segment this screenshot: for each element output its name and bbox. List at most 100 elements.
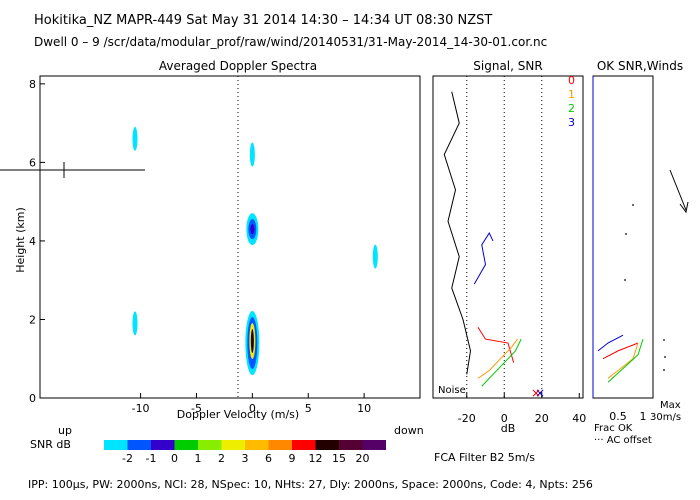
frac-ok-label: Frac OK: [594, 423, 633, 434]
snr-xticks: -20 0 20 40: [458, 393, 586, 425]
colorbar-label-0: -2: [122, 452, 133, 465]
snr-title: Signal, SNR: [473, 59, 542, 73]
channel-3-marker: ×: [535, 386, 545, 400]
wind-dot-0: [625, 233, 627, 235]
wind-dot-5: [664, 356, 666, 358]
snr-colorbar: -2 -1 0 1 2 3 6 9 12 15 20: [104, 440, 386, 465]
snr-series-2: [481, 338, 522, 387]
xtick-label-1: -5: [191, 402, 202, 415]
colorbar-swatch-3: [174, 440, 198, 450]
snr-frame: [432, 75, 584, 399]
colorbar-swatch-9: [315, 440, 339, 450]
colorbar-swatch-6: [245, 440, 269, 450]
channel-0-marker: ×: [531, 386, 541, 400]
colorbar-label-6: 6: [265, 452, 272, 465]
wind-dot-2: [632, 204, 634, 206]
winds-frame: [592, 75, 654, 399]
wind-dot-4: [663, 369, 665, 371]
up-label: up: [58, 424, 72, 437]
colorbar-swatch-5: [221, 440, 245, 450]
colorbar-swatch-10: [339, 440, 363, 450]
winds-series-1: [607, 342, 639, 379]
colorbar-label-3: 1: [195, 452, 202, 465]
colorbar-label-7: 9: [289, 452, 296, 465]
colorbar-swatch-0: [104, 440, 128, 450]
ytick-label-1: 2: [29, 313, 36, 326]
colorbar-swatch-4: [198, 440, 222, 450]
winds-xtick-label-0: 0.5: [609, 410, 627, 423]
spectra-frame: [39, 75, 421, 399]
xtick-label-4: 10: [357, 402, 371, 415]
echo-5: [372, 244, 378, 269]
legend-channel-0: 0: [568, 74, 575, 87]
snr-xtick-label-0: -20: [458, 412, 476, 425]
snr-label: SNR dB: [30, 438, 71, 451]
snr-series: [443, 91, 522, 387]
snr-guides: [466, 76, 543, 398]
xtick-label-3: 5: [305, 402, 312, 415]
spectra-ylabel: Height (km): [14, 207, 27, 273]
filter-label: FCA Filter B2 5m/s: [434, 451, 535, 464]
snr-series-1: [477, 338, 518, 379]
header-line1: Hokitika_NZ MAPR-449 Sat May 31 2014 14:…: [34, 13, 492, 28]
echo-3: [132, 126, 138, 151]
ac-offset-label: ··· AC offset: [594, 435, 652, 446]
ytick-label-2: 4: [29, 235, 36, 248]
xtick-label-0: -10: [132, 402, 150, 415]
echo-4: [132, 311, 138, 336]
spectra-xlabel: Doppler Velocity (m/s): [177, 408, 299, 421]
noise-label: Noise: [438, 385, 466, 396]
spectra-title: Averaged Doppler Spectra: [159, 59, 317, 73]
max-label: Max: [660, 400, 681, 411]
max-speed-label: 30m/s: [650, 412, 681, 423]
snr-xtick-label-1: 0: [501, 412, 508, 425]
colorbar-label-2: 0: [171, 452, 178, 465]
colorbar-label-5: 3: [242, 452, 249, 465]
snr-xlabel: dB: [501, 422, 516, 435]
wind-arrow-shaft: [669, 169, 687, 211]
colorbar-label-4: 2: [218, 452, 225, 465]
colorbar-label-1: -1: [146, 452, 157, 465]
winds-series-0: [602, 342, 639, 360]
spectra-xticks: -10 -5 0 5 10: [132, 393, 371, 415]
colorbar-swatch-2: [151, 440, 175, 450]
legend-channel-3: 3: [568, 116, 575, 129]
snr-series-3: [473, 232, 494, 285]
radar-parameters: IPP: 100μs, PW: 2000ns, NCI: 28, NSpec: …: [28, 478, 593, 491]
winds-xticks: 0.5 1: [609, 410, 646, 423]
winds-series-2: [607, 338, 644, 383]
colorbar-swatch-7: [268, 440, 292, 450]
colorbar-swatch-11: [362, 440, 386, 450]
colorbar-label-8: 12: [309, 452, 323, 465]
wind-dot-3: [663, 339, 665, 341]
spectra-yticks: 0 2 4 6 8: [29, 78, 45, 405]
winds-title: OK SNR,Winds: [597, 59, 683, 73]
legend-channel-1: 1: [568, 88, 575, 101]
winds-xtick-label-1: 1: [640, 410, 647, 423]
winds-series-3: [597, 334, 624, 352]
colorbar-label-10: 20: [356, 452, 370, 465]
snr-series-0: [477, 327, 515, 363]
echo-peak-0: [250, 329, 254, 354]
spectra-echoes: [132, 126, 378, 376]
ytick-label-0: 0: [29, 392, 36, 405]
colorbar-label-9: 15: [332, 452, 346, 465]
colorbar-swatch-1: [127, 440, 151, 450]
winds-series: [592, 76, 644, 398]
echo-core-1: [250, 224, 255, 235]
echo-2: [249, 142, 255, 167]
legend-channel-2: 2: [568, 102, 575, 115]
ytick-label-4: 8: [29, 78, 36, 91]
xtick-label-2: 0: [249, 402, 256, 415]
noise-trace: [443, 91, 472, 375]
wind-dot-1: [624, 279, 626, 281]
wind-vectors: [624, 169, 689, 371]
colorbar-swatch-8: [292, 440, 316, 450]
down-label: down: [394, 424, 424, 437]
snr-xtick-label-2: 20: [535, 412, 549, 425]
snr-xtick-label-3: 40: [572, 412, 586, 425]
header-line2: Dwell 0 – 9 /scr/data/modular_prof/raw/w…: [34, 35, 547, 49]
wind-arrow-head: [679, 201, 689, 214]
